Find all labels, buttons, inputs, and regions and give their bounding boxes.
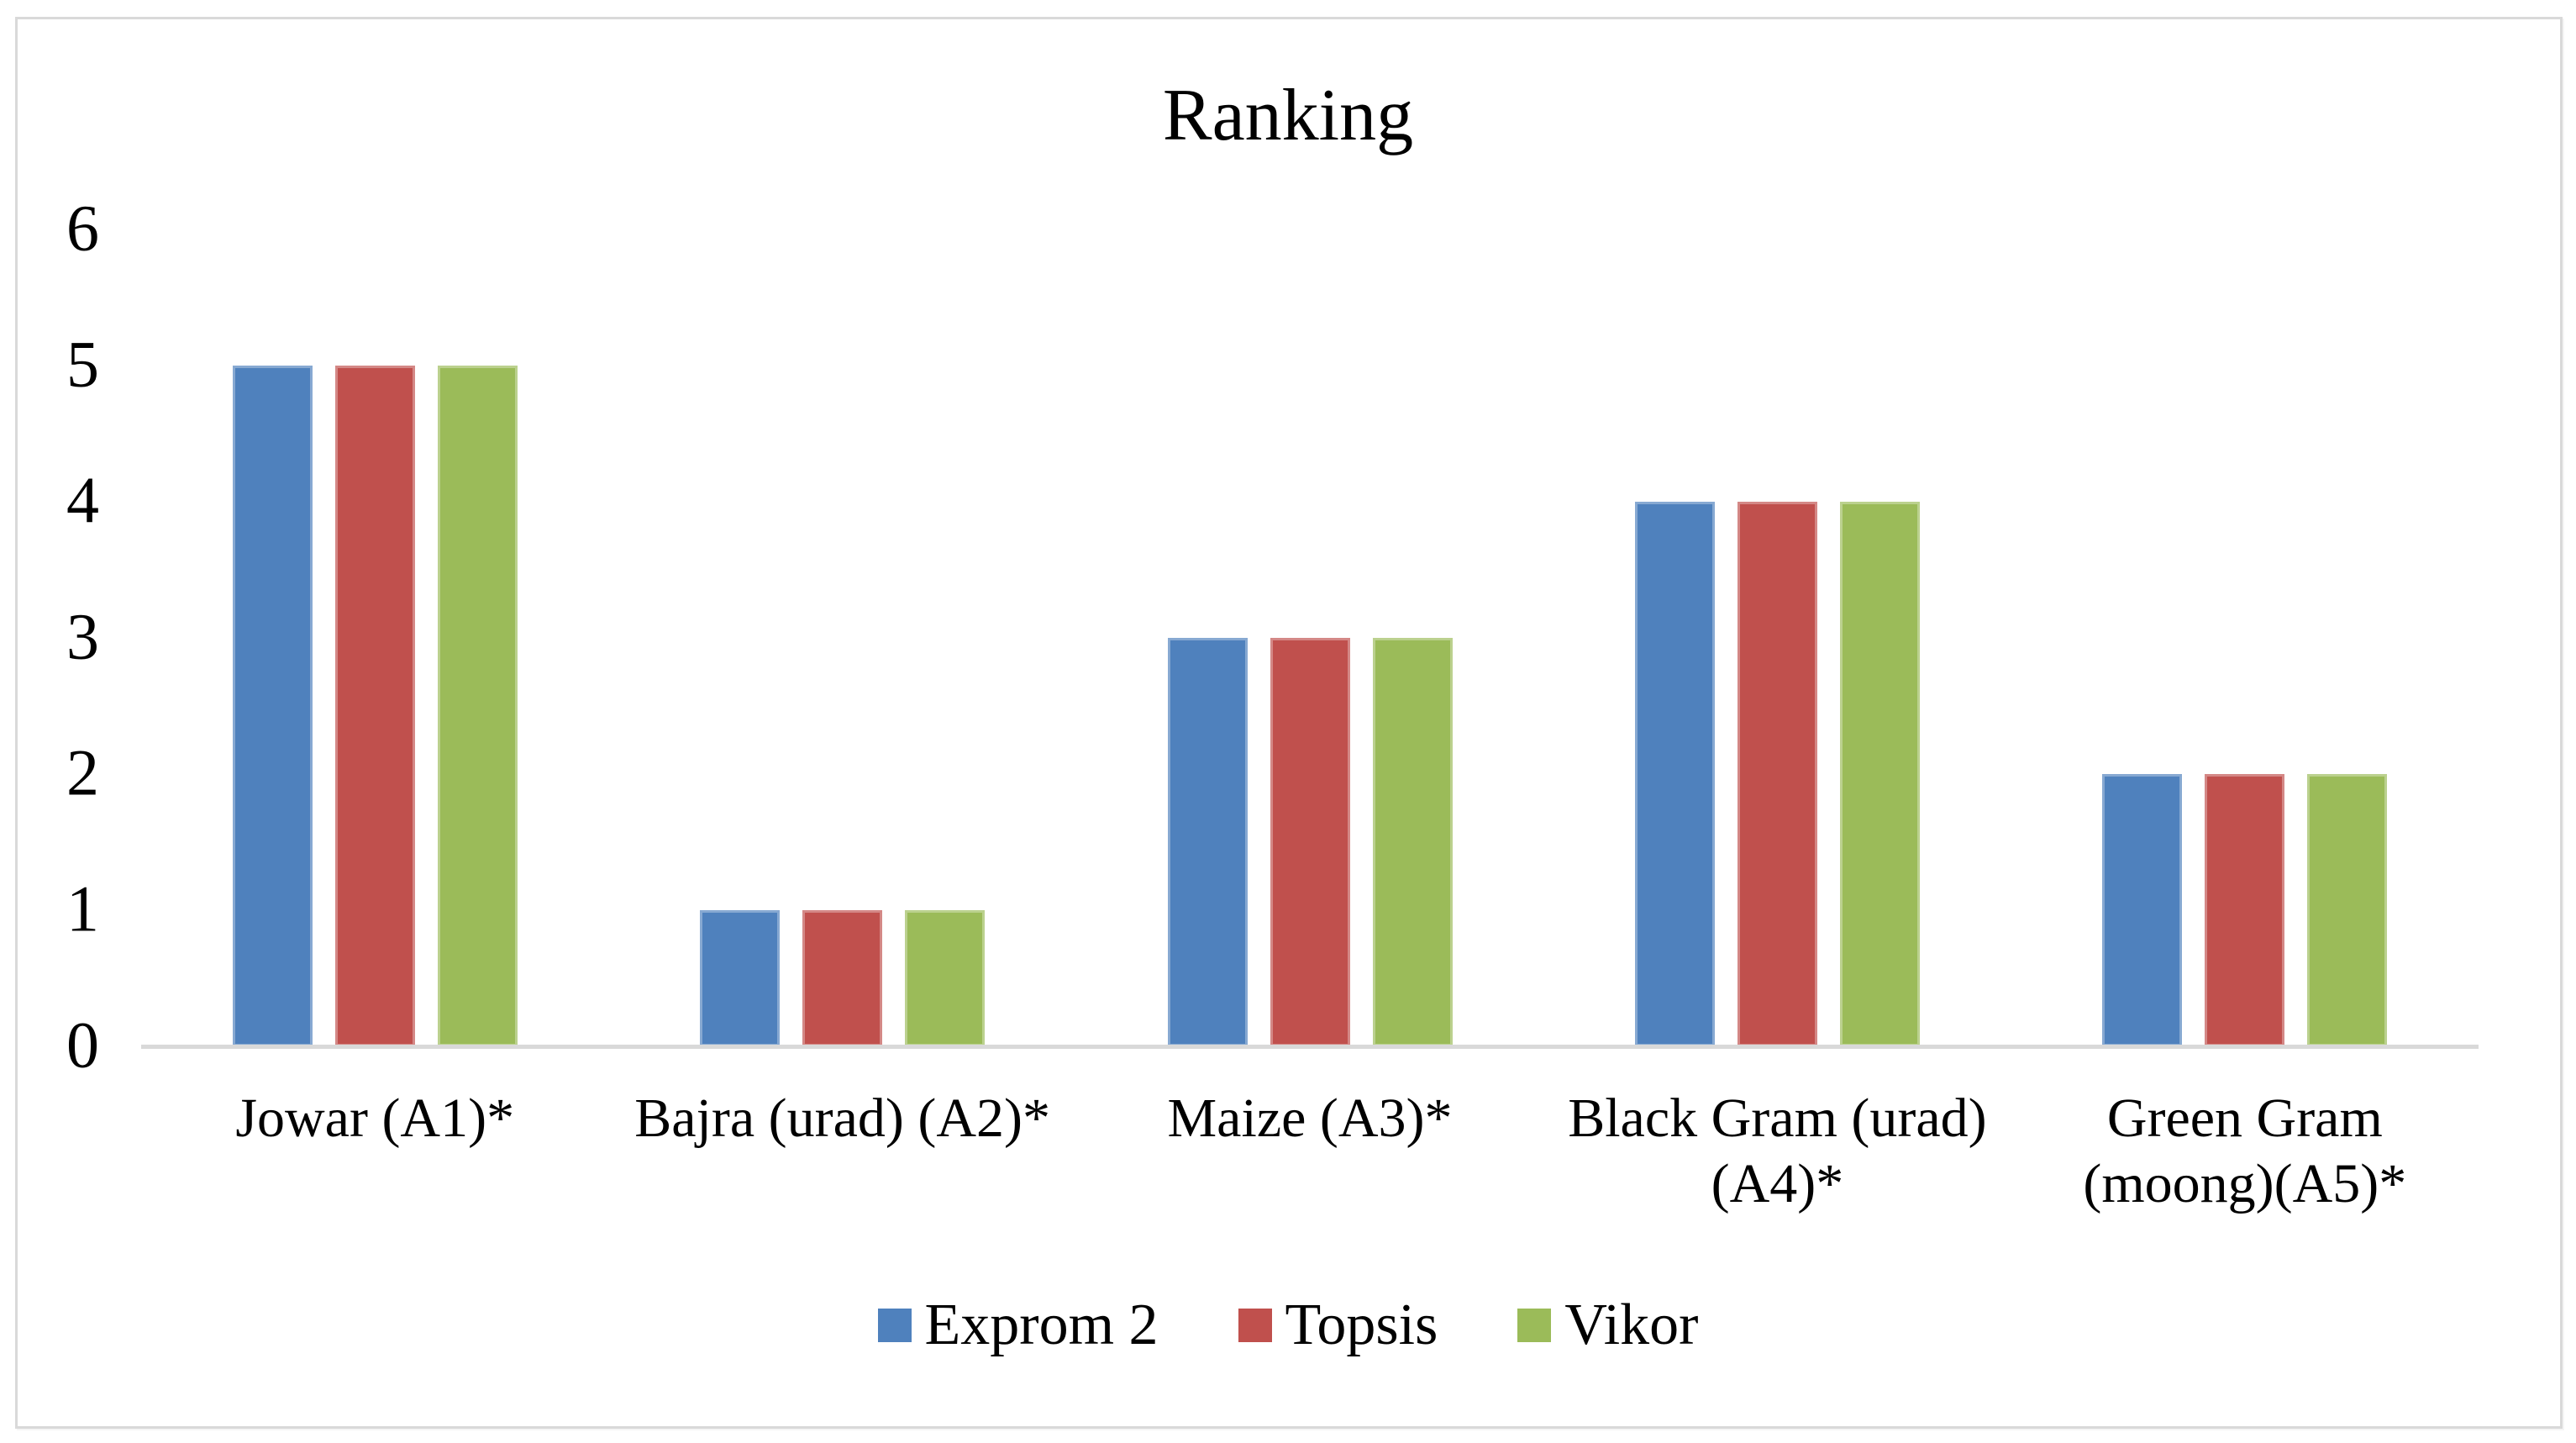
y-tick-label: 1 xyxy=(66,872,99,945)
bar-vikor-maize-a3 xyxy=(1372,638,1453,1046)
bar-group-maize-a3 xyxy=(1076,229,1543,1046)
bar-topsis-green-gram-moong-a5 xyxy=(2205,774,2285,1046)
bar-group-black-gram-urad-a4 xyxy=(1543,229,2011,1046)
legend-item-exprom-2: Exprom 2 xyxy=(877,1293,1159,1357)
legend-swatch-icon xyxy=(1517,1309,1552,1342)
bar-exprom-2-green-gram-moong-a5 xyxy=(2102,774,2183,1046)
bar-topsis-jowar-a1 xyxy=(334,366,415,1046)
bar-exprom-2-bajra-urad-a2 xyxy=(700,910,781,1046)
y-tick-label: 6 xyxy=(66,191,99,265)
bar-group-green-gram-moong-a5 xyxy=(2011,229,2479,1046)
plot-area xyxy=(141,229,2479,1046)
x-category-label: Bajra (urad) (A2)* xyxy=(634,1088,1050,1149)
legend-swatch-icon xyxy=(1238,1309,1272,1342)
x-category-label: Green Gram (moong)(A5)* xyxy=(2083,1088,2407,1214)
legend-label: Vikor xyxy=(1564,1293,1699,1357)
bar-exprom-2-maize-a3 xyxy=(1167,638,1248,1046)
x-category-label: Black Gram (urad) (A4)* xyxy=(1568,1088,1987,1214)
bar-group-jowar-a1 xyxy=(141,229,608,1046)
bar-topsis-bajra-urad-a2 xyxy=(802,910,883,1046)
y-tick-label: 4 xyxy=(66,463,99,537)
bar-exprom-2-jowar-a1 xyxy=(232,366,313,1046)
bar-vikor-bajra-urad-a2 xyxy=(905,910,986,1046)
bar-vikor-jowar-a1 xyxy=(437,366,518,1046)
legend: Exprom 2 Topsis Vikor xyxy=(0,1296,2576,1355)
chart-title: Ranking xyxy=(1162,75,1414,156)
x-category-label: Maize (A3)* xyxy=(1167,1088,1453,1149)
y-tick-label: 0 xyxy=(66,1008,99,1082)
bar-vikor-green-gram-moong-a5 xyxy=(2307,774,2388,1046)
bar-exprom-2-black-gram-urad-a4 xyxy=(1634,502,1715,1046)
bar-topsis-black-gram-urad-a4 xyxy=(1737,502,1817,1046)
bar-topsis-maize-a3 xyxy=(1270,638,1350,1046)
legend-swatch-icon xyxy=(877,1309,912,1342)
x-axis-labels: Jowar (A1)* Bajra (urad) (A2)* Maize (A3)*… xyxy=(141,1086,2479,1217)
legend-label: Topsis xyxy=(1285,1293,1438,1357)
legend-label: Exprom 2 xyxy=(924,1293,1159,1357)
legend-item-topsis: Topsis xyxy=(1238,1296,1438,1355)
x-axis-line xyxy=(141,1045,2479,1049)
bar-vikor-black-gram-urad-a4 xyxy=(1839,502,1920,1046)
x-category-label: Jowar (A1)* xyxy=(235,1088,515,1149)
bar-group-bajra-urad-a2 xyxy=(608,229,1075,1046)
y-tick-label: 3 xyxy=(66,599,99,673)
y-tick-label: 2 xyxy=(66,735,99,809)
legend-item-vikor: Vikor xyxy=(1517,1296,1698,1355)
y-tick-label: 5 xyxy=(66,327,99,401)
